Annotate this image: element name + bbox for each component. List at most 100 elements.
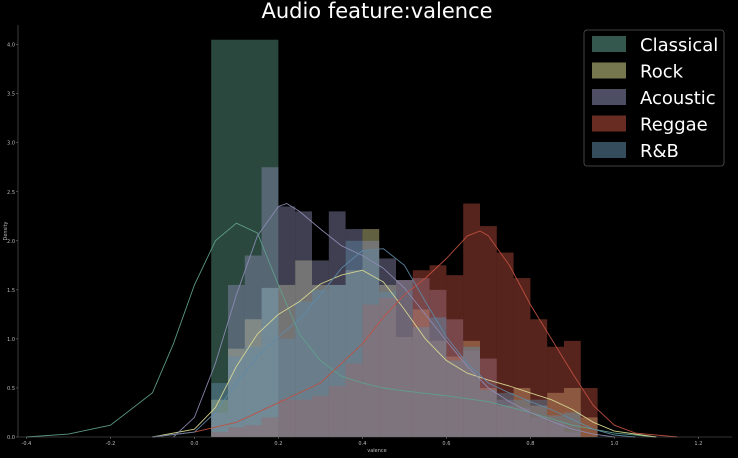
acoustic-bar-13 (429, 289, 447, 437)
classical-bar-0 (211, 39, 279, 437)
x-tick-label-2: 0.0 (190, 441, 198, 447)
series-rock-bars (211, 229, 598, 437)
rock-bar-0 (211, 399, 228, 437)
r-b-bar-15 (463, 346, 480, 437)
legend: Classical Rock Acoustic Reggae R&B (583, 29, 725, 167)
rock-bar-21 (564, 387, 581, 437)
reggae-bar-2 (244, 425, 262, 437)
r-b-bar-7 (328, 284, 346, 437)
reggae-kde-line (152, 230, 678, 438)
acoustic-bar-4 (278, 206, 296, 437)
classical-kde-line (26, 222, 657, 438)
chart-title: Audio feature:valence (261, 0, 492, 23)
acoustic-bar-3 (261, 167, 279, 437)
reggae-bar-18 (513, 278, 531, 437)
legend-label-r-b: R&B (640, 141, 679, 162)
y-tick-label-8: 4.0 (7, 43, 15, 49)
rock-bar-2 (244, 319, 262, 437)
x-tick-label-0: -0.4 (22, 441, 32, 447)
rock-bar-8 (345, 270, 363, 437)
series-acoustic-bars (211, 167, 581, 437)
reggae-bar-9 (362, 304, 380, 437)
rock-bar-16 (480, 387, 497, 437)
x-tick-label-6: 0.8 (526, 441, 534, 447)
histogram-bars (211, 39, 598, 437)
x-ticks: -0.4 -0.2 0.0 0.2 0.4 0.6 0.8 1.0 1.2 (22, 437, 702, 447)
r-b-bar-17 (496, 392, 514, 437)
acoustic-bar-20 (547, 422, 564, 437)
reggae-bar-1 (228, 427, 245, 437)
r-b-bar-3 (261, 287, 279, 437)
x-tick-label-1: -0.2 (106, 441, 116, 447)
x-tick-label-8: 1.2 (694, 441, 702, 447)
x-tick-label-5: 0.6 (442, 441, 450, 447)
legend-label-reggae: Reggae (640, 115, 708, 136)
reggae-bar-7 (328, 385, 346, 437)
y-ticks: 0.0 0.5 1.0 1.5 2.0 2.5 3.0 3.5 4.0 (7, 43, 18, 441)
acoustic-bar-17 (496, 399, 514, 437)
acoustic-bar-1 (228, 284, 245, 437)
r-b-bar-16 (480, 389, 497, 437)
reggae-bar-10 (379, 297, 396, 437)
r-b-bar-1 (228, 356, 245, 437)
rock-bar-17 (496, 405, 514, 437)
y-tick-label-3: 1.5 (7, 288, 15, 294)
acoustic-bar-6 (312, 260, 329, 437)
r-b-bar-19 (530, 399, 548, 437)
reggae-bar-17 (496, 252, 514, 437)
x-tick-label-4: 0.4 (358, 441, 366, 447)
reggae-bar-21 (564, 340, 581, 437)
r-b-bar-10 (379, 291, 396, 437)
rock-kde-line (152, 269, 657, 438)
acoustic-bar-10 (379, 258, 396, 437)
r-b-bar-5 (295, 301, 312, 437)
x-tick-label-3: 0.2 (274, 441, 282, 447)
legend-swatch-classical (592, 36, 626, 52)
reggae-bar-12 (412, 270, 430, 437)
acoustic-bar-9 (362, 240, 380, 437)
series-r-b-bars (211, 240, 581, 437)
legend-swatch-r-b (592, 142, 626, 158)
reggae-bar-20 (547, 346, 564, 437)
y-tick-label-0: 0.0 (7, 435, 15, 441)
r-b-bar-4 (278, 338, 296, 437)
rock-bar-15 (463, 340, 480, 437)
rock-bar-1 (228, 348, 245, 437)
r-b-bar-9 (362, 250, 380, 437)
kde-curves (26, 203, 678, 438)
legend-swatch-rock (592, 62, 626, 79)
legend-label-rock: Rock (640, 62, 684, 83)
acoustic-bar-18 (513, 407, 531, 437)
rock-bar-11 (396, 336, 413, 437)
y-tick-label-2: 1.0 (7, 337, 15, 343)
reggae-bar-15 (463, 203, 480, 437)
r-b-bar-2 (244, 346, 262, 437)
reggae-bar-3 (261, 417, 279, 437)
rock-bar-4 (278, 284, 296, 437)
legend-label-classical: Classical (640, 35, 718, 56)
x-tick-label-7: 1.0 (610, 441, 618, 447)
legend-label-acoustic: Acoustic (640, 88, 716, 109)
acoustic-bar-14 (446, 319, 464, 437)
reggae-bar-0 (211, 432, 228, 437)
reggae-bar-11 (396, 280, 413, 437)
r-b-bar-0 (211, 383, 228, 437)
r-b-bar-11 (396, 280, 413, 437)
acoustic-bar-8 (345, 229, 363, 437)
acoustic-kde-line (173, 203, 615, 438)
acoustic-bar-19 (530, 417, 548, 437)
series-reggae-bars (211, 203, 598, 437)
legend-swatch-reggae (592, 115, 626, 132)
y-axis-label: Density (3, 221, 9, 240)
reggae-bar-4 (278, 399, 296, 437)
legend-swatch-acoustic (592, 89, 626, 105)
x-axis-label: valence (367, 448, 386, 454)
rock-bar-3 (261, 287, 279, 437)
y-tick-label-4: 2.0 (7, 239, 15, 245)
acoustic-bar-5 (295, 211, 312, 437)
reggae-bar-22 (580, 387, 598, 437)
acoustic-bar-21 (564, 432, 581, 437)
r-b-bar-12 (412, 327, 430, 437)
acoustic-bar-15 (463, 350, 480, 437)
